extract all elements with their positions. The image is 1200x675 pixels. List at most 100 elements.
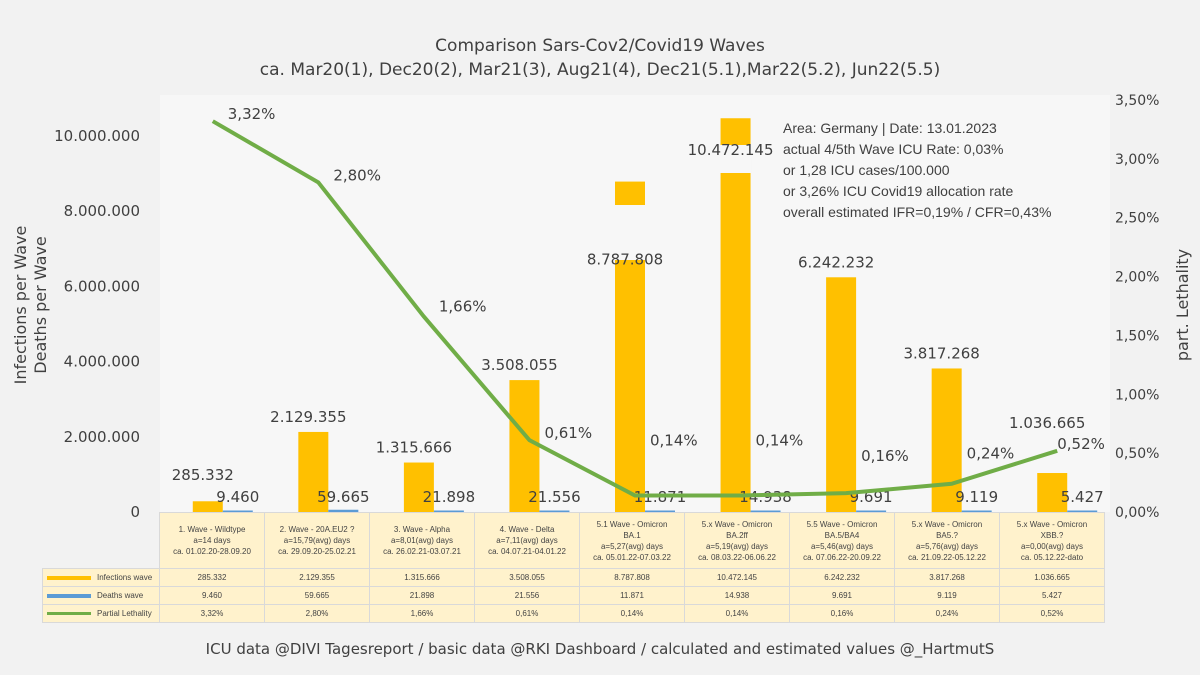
category-label-line: ca. 05.01.22-07.03.22 [593, 552, 671, 562]
table-cell: 11.871 [579, 586, 685, 605]
annotation-line: or 1,28 ICU cases/100.000 [783, 162, 950, 178]
y2-tick-label: 1,50% [1115, 328, 1159, 344]
category-label-line: ca. 04.07.21-04.01.22 [488, 547, 566, 556]
table-cell: 5.427 [999, 586, 1105, 605]
category-label-line: a=5,46(avg) days [810, 541, 874, 551]
table-cell: 6.242.232 [789, 568, 895, 587]
infections-data-label: 3.508.055 [481, 356, 557, 374]
table-cell: 0,14% [684, 604, 790, 623]
table-cell: 3.508.055 [474, 568, 580, 587]
category-label-line: a=5,27(avg) days [600, 541, 664, 551]
y-tick-label: 0 [130, 503, 140, 521]
category-label-line: ca. 08.03.22-06.06.22 [698, 552, 776, 562]
y2-tick-label: 2,50% [1115, 211, 1159, 227]
table-cell: 2.129.355 [264, 568, 370, 587]
deaths-data-label: 14.938 [739, 488, 792, 506]
category-label: 5.1 Wave - Omicron BA.1 a=5,27(avg) days ca… [579, 512, 685, 569]
category-label-line: a=5,19(avg) days [705, 541, 769, 551]
table-cell: 3.817.268 [894, 568, 1000, 587]
deaths-bar [222, 510, 253, 512]
table-cell: 9.691 [789, 586, 895, 605]
legend-label: Deaths wave [97, 591, 144, 600]
deaths-data-label: 21.556 [528, 488, 581, 506]
infections-bar [298, 431, 329, 512]
deaths-bar [856, 510, 887, 512]
y-axis-label-line: Deaths per Wave [31, 236, 50, 373]
infections-bar [931, 368, 962, 512]
y2-tick-label: 3,50% [1115, 93, 1159, 109]
category-label-line: BA.1 [623, 530, 641, 540]
y-tick-label: 6.000.000 [64, 277, 140, 295]
category-label-line: ca. 29.09.20-25.02.21 [278, 547, 356, 556]
infections-data-label: 3.817.268 [903, 344, 979, 362]
infections-bar [403, 462, 434, 512]
infections-bar [720, 118, 751, 512]
table-cell: 2,80% [264, 604, 370, 623]
infections-data-label: 10.472.145 [688, 141, 774, 159]
y2-tick-label: 0,00% [1115, 505, 1159, 521]
deaths-bar [645, 510, 675, 512]
category-label: 3. Wave - Alpha a=8,01(avg) days ca. 26.02… [369, 512, 475, 569]
table-cell: 10.472.145 [684, 568, 790, 587]
lethality-data-label: 0,61% [544, 424, 592, 442]
category-label-line: a=5,76(avg) days [915, 541, 979, 551]
infections-data-label: 8.787.808 [587, 251, 663, 269]
category-label: 1. Wave - Wildtype a=14 days ca. 01.02.20-… [159, 512, 265, 569]
category-label-line: ca. 07.06.22-20.09.22 [803, 552, 881, 562]
category-label-line: ca. 21.09.22-05.12.22 [908, 552, 986, 562]
table-cell: 1.036.665 [999, 568, 1105, 587]
legend-swatch [47, 593, 91, 598]
deaths-bar [539, 510, 570, 512]
annotation-line: or 3,26% ICU Covid19 allocation rate [783, 183, 1014, 199]
table-cell: 285.332 [159, 568, 265, 587]
y-tick-label: 2.000.000 [64, 428, 140, 446]
chart-subtitle: ca. Mar20(1), Dec20(2), Mar21(3), Aug21(… [259, 60, 941, 80]
deaths-data-label: 9.119 [955, 488, 998, 506]
legend-entry: Infections wave [42, 568, 160, 587]
legend-label: Partial Lethality [97, 609, 152, 618]
table-cell: 0,24% [894, 604, 1000, 623]
deaths-bar [1067, 510, 1098, 512]
y-tick-label: 10.000.000 [54, 127, 140, 145]
category-label-line: 4. Wave - Delta [499, 525, 555, 534]
category-label-line: a=7,11(avg) days [496, 536, 558, 545]
table-cell: 0,52% [999, 604, 1105, 623]
lethality-data-label: 2,80% [333, 166, 381, 184]
table-cell: 8.787.808 [579, 568, 685, 587]
category-label-line: a=8,01(avg) days [390, 536, 454, 545]
infections-bar [1037, 473, 1068, 512]
legend-entry: Partial Lethality [42, 604, 160, 623]
category-label-line: BA.5/BA4 [824, 530, 860, 540]
legend-entry: Deaths wave [42, 586, 160, 605]
axis-break [719, 145, 752, 173]
infections-bar [192, 501, 223, 512]
category-label-line: 5.1 Wave - Omicron [596, 519, 668, 529]
annotation-line: actual 4/5th Wave ICU Rate: 0,03% [783, 141, 1004, 157]
category-label-line: a=14 days [193, 536, 231, 545]
category-label-line: 2. Wave - 20A.EU2 ? [279, 525, 355, 534]
category-label-line: 1. Wave - Wildtype [178, 525, 246, 534]
y-axis-label-line: Infections per Wave [11, 226, 30, 385]
category-label-line: XBB.? [1040, 530, 1064, 540]
y2-axis-label: part. Lethality [1173, 249, 1192, 361]
category-label-line: 5.x Wave - Omicron [911, 519, 983, 529]
footer-credits: ICU data @DIVI Tagesreport / basic data … [205, 640, 995, 658]
y-tick-label: 4.000.000 [64, 353, 140, 371]
deaths-data-label: 59.665 [317, 488, 370, 506]
table-cell: 1,66% [369, 604, 475, 623]
deaths-data-label: 21.898 [423, 488, 476, 506]
lethality-data-label: 0,14% [756, 432, 804, 450]
category-label: 4. Wave - Delta a=7,11(avg) days ca. 04.07… [474, 512, 580, 569]
lethality-line [211, 119, 1058, 498]
category-label-line: 5.x Wave - Omicron [701, 519, 773, 529]
category-label-line: a=0,00(avg) days [1020, 541, 1084, 551]
chart-title: Comparison Sars-Cov2/Covid19 Waves [435, 36, 765, 56]
lethality-data-label: 0,14% [650, 432, 698, 450]
infections-bar [509, 380, 540, 512]
table-cell: 3,32% [159, 604, 265, 623]
table-cell: 59.665 [264, 586, 370, 605]
infections-data-label: 1.036.665 [1009, 414, 1085, 432]
y-tick-label: 8.000.000 [64, 202, 140, 220]
table-cell: 0,61% [474, 604, 580, 623]
